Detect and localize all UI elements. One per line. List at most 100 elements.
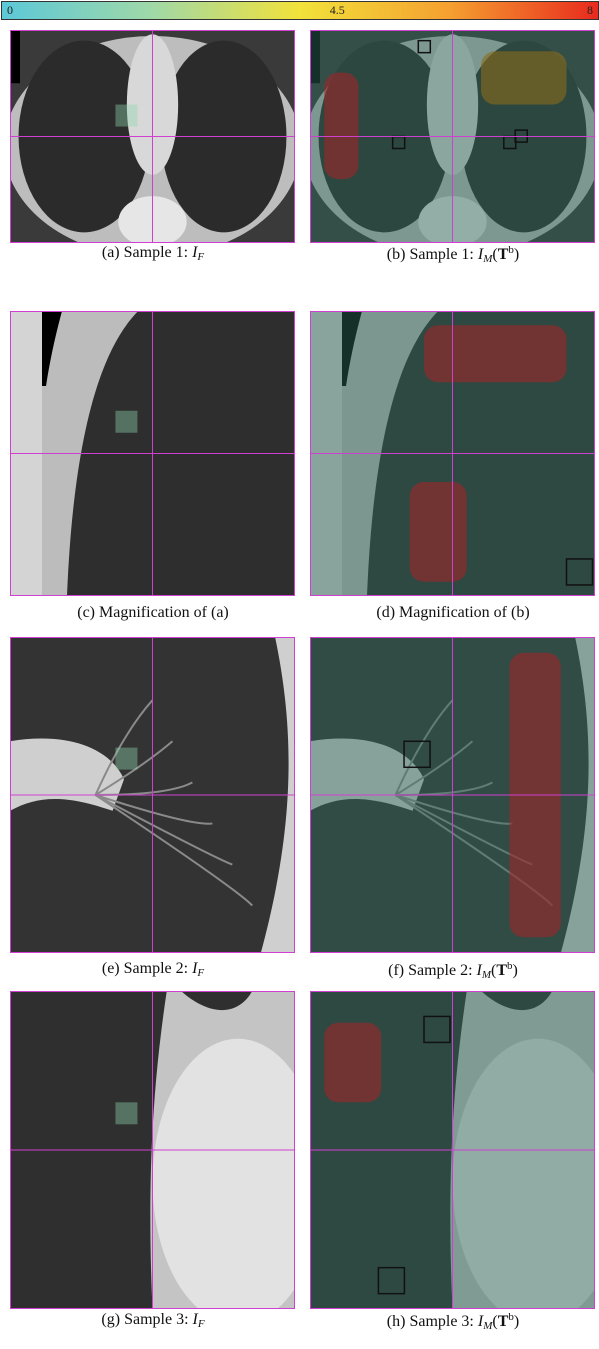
caption-label: (d) (376, 604, 396, 621)
math-paren: ( (491, 962, 497, 979)
branch (94, 740, 174, 796)
ct-image (310, 991, 595, 1309)
ct-image (310, 30, 595, 243)
caption: (c) Magnification of (a) (8, 604, 298, 622)
heart (152, 1038, 295, 1309)
math-paren: ( (492, 1313, 498, 1330)
colorbar-tick-label: 4.5 (329, 3, 345, 17)
caption-text: Magnification of (a) (99, 604, 229, 621)
math-symbol: I (192, 244, 198, 261)
caption: (h) Sample 3: IM(Tb) (308, 1311, 598, 1332)
caption-label: (a) (101, 244, 120, 261)
branch (394, 699, 454, 796)
math-paren: ) (513, 1313, 520, 1330)
landmark-highlight (115, 1102, 138, 1125)
landmark-highlight (115, 410, 138, 433)
lung (181, 991, 253, 1011)
branch (395, 794, 513, 825)
caption: (f) Sample 2: IM(Tb) (308, 960, 598, 981)
caption: (e) Sample 2: IF (8, 960, 298, 979)
caption-text: Sample 2: (408, 962, 473, 979)
heatmap-region (481, 51, 567, 105)
frame (310, 637, 595, 953)
caption: (g) Sample 3: IF (8, 1311, 298, 1330)
ct-image (10, 30, 295, 243)
caption: (d) Magnification of (b) (308, 604, 598, 622)
math-paren: ) (512, 962, 518, 979)
caption-text: Sample 1: (123, 244, 189, 261)
black (42, 311, 62, 386)
math-paren: ( (492, 246, 498, 263)
heatmap-region (409, 482, 467, 582)
math-symbol: I (477, 1313, 484, 1330)
ct-image (10, 637, 295, 953)
caption-label: (c) (77, 604, 96, 621)
landmark-box (403, 740, 431, 769)
branch (95, 794, 213, 825)
math-argument: T (496, 962, 508, 979)
caption: (a) Sample 1: IF (8, 244, 298, 263)
tissue (560, 637, 595, 953)
math-argument: T (497, 1313, 509, 1330)
ct-image (310, 311, 595, 596)
math-argument: T (497, 246, 509, 263)
ct-image (10, 311, 295, 596)
math-subscript: M (481, 969, 492, 981)
math-subscript: M (483, 1320, 493, 1332)
heatmap-region (424, 325, 567, 383)
math-symbol: I (476, 962, 482, 979)
caption-text: Magnification of (b) (399, 604, 530, 621)
frame (10, 30, 295, 243)
math-symbol: I (477, 246, 484, 263)
caption-label: (h) (386, 1313, 406, 1330)
lung (481, 991, 553, 1011)
landmark-highlight (115, 104, 138, 127)
math-superscript: b (507, 960, 513, 972)
math-superscript: b (508, 244, 514, 256)
caption-text: Sample 1: (409, 246, 474, 263)
corner (310, 30, 320, 84)
frame (10, 637, 295, 953)
frame (310, 311, 595, 596)
math-subscript: M (483, 253, 493, 265)
landmark-highlight (115, 747, 138, 770)
math-subscript: F (197, 251, 205, 263)
caption-label: (f) (388, 962, 405, 979)
branch (94, 699, 154, 796)
caption-text: Sample 2: (123, 960, 189, 977)
branch (95, 794, 233, 866)
math-symbol: I (192, 1311, 198, 1328)
caption-text: Sample 3: (124, 1311, 189, 1328)
caption-label: (b) (386, 246, 406, 263)
branch (94, 794, 253, 907)
frame (310, 991, 595, 1309)
colorbar-tick-label: 8 (587, 3, 593, 17)
colorbar-tick-label: 0 (7, 3, 13, 17)
landmark-box (417, 39, 432, 54)
frame (10, 991, 295, 1309)
math-subscript: F (197, 967, 205, 979)
math-subscript: F (197, 1318, 205, 1330)
tissue (260, 637, 295, 953)
caption: (b) Sample 1: IM(Tb) (308, 244, 598, 265)
caption-label: (g) (101, 1311, 121, 1328)
branch (394, 740, 474, 796)
frame (10, 311, 295, 596)
colorbar: 0 4.5 8 (1, 1, 599, 20)
black (342, 311, 362, 386)
landmark-box (423, 1015, 451, 1044)
heatmap-region (324, 1022, 382, 1103)
math-paren: ) (513, 246, 520, 263)
landmark-box (377, 1266, 406, 1295)
caption-text: Sample 3: (409, 1313, 474, 1330)
corner (10, 30, 20, 84)
landmark-box (565, 558, 594, 586)
caption-label: (e) (101, 960, 120, 977)
frame (310, 30, 595, 243)
ct-image (10, 991, 295, 1309)
ct-image (310, 637, 595, 953)
math-superscript: b (508, 1311, 514, 1323)
heatmap-region (324, 72, 359, 180)
